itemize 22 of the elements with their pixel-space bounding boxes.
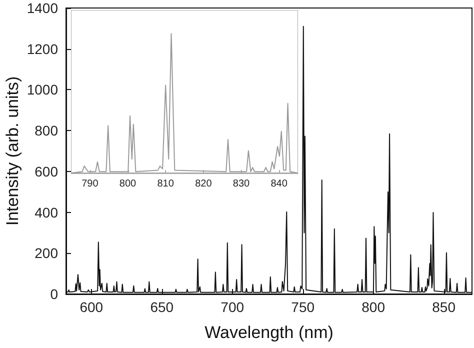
x-tick-label: 790	[82, 178, 99, 190]
x-tick-label: 800	[119, 178, 137, 190]
x-axis-title: Wavelength (nm)	[204, 323, 334, 342]
x-tick-label: 700	[220, 299, 244, 315]
y-tick-label: 1000	[26, 82, 58, 98]
y-axis-title: Intensity (arb. units)	[3, 76, 22, 226]
y-tick-label: 1400	[26, 0, 58, 16]
x-tick-label: 600	[80, 299, 104, 315]
y-tick-label: 200	[34, 245, 58, 262]
x-tick-label: 850	[432, 299, 456, 315]
y-tick-label: 600	[34, 163, 58, 180]
x-tick-label: 810	[157, 178, 174, 190]
y-tick-label: 400	[34, 204, 58, 220]
x-tick-label: 830	[232, 178, 250, 190]
y-tick-label: 1200	[26, 40, 58, 57]
x-tick-label: 820	[195, 178, 212, 190]
x-tick-label: 750	[291, 299, 315, 315]
x-tick-label: 840	[270, 178, 288, 190]
y-tick-label: 0	[50, 286, 58, 302]
x-tick-label: 800	[362, 299, 386, 315]
y-tick-label: 800	[34, 122, 58, 139]
x-tick-label: 650	[150, 299, 174, 315]
